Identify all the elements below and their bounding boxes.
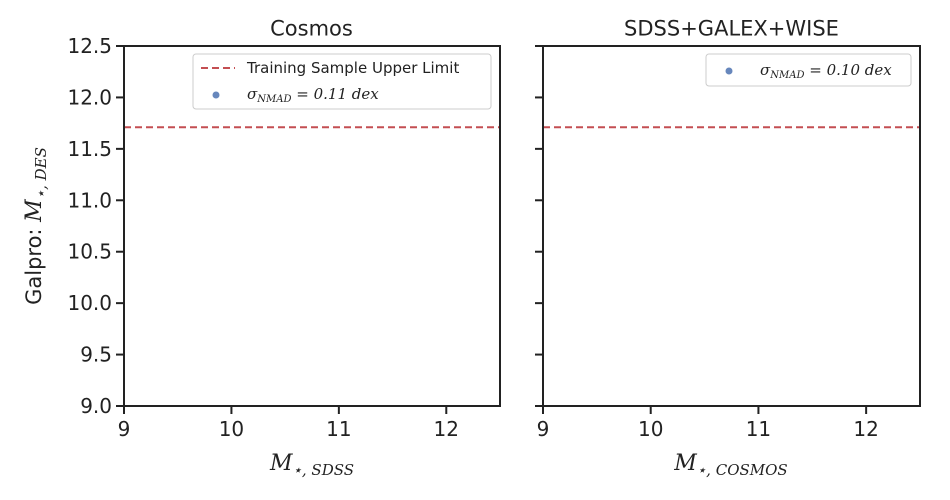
x-tick-label: 9 xyxy=(537,417,550,441)
y-axis-label: Galpro: M⋆, DES xyxy=(22,147,50,305)
axes-frame-cosmos xyxy=(123,45,501,407)
x-tick-label: 12 xyxy=(434,417,459,441)
y-tick-label: 10.5 xyxy=(67,240,112,264)
legend-box xyxy=(192,53,492,110)
legend-sdss: σNMAD = 0.10 dex xyxy=(705,53,912,87)
y-tick-label: 10.0 xyxy=(67,291,112,315)
y-tick-label: 11.5 xyxy=(67,137,112,161)
x-axis-label-cosmos: M⋆, SDSS xyxy=(269,451,354,479)
x-tick-label: 11 xyxy=(746,417,771,441)
y-tick-label: 9.0 xyxy=(80,394,112,418)
legend-marker-swatch xyxy=(212,91,220,99)
y-ticks-cosmos: 9.0 9.5 10.0 10.5 11.0 11.5 12.0 12.5 xyxy=(67,34,124,418)
y-tick-label: 12.5 xyxy=(67,34,112,58)
axes-frame-sdss xyxy=(542,45,921,407)
x-axis-label-sdss: M⋆, COSMOS xyxy=(673,451,787,479)
panel-title-sdss-galex-wise: SDSS+GALEX+WISE xyxy=(624,17,839,41)
y-tick-label: 12.0 xyxy=(67,85,112,109)
x-tick-label: 11 xyxy=(326,417,351,441)
y-tick-label: 11.0 xyxy=(67,188,112,212)
y-tick-label: 9.5 xyxy=(80,343,112,367)
legend-label-sigma: σNMAD = 0.10 dex xyxy=(760,61,892,81)
legend-label-sigma: σNMAD = 0.11 dex xyxy=(247,85,379,105)
x-ticks-cosmos: 9 10 11 12 xyxy=(118,406,459,441)
legend-marker-swatch xyxy=(725,67,733,75)
legend-box xyxy=(705,53,912,87)
x-tick-label: 10 xyxy=(219,417,244,441)
x-tick-label: 10 xyxy=(638,417,663,441)
legend-label-training-limit: Training Sample Upper Limit xyxy=(246,59,459,77)
panel-cosmos: Cosmos Galpro: M⋆, DES 9.0 9.5 10.0 10.5 11.… xyxy=(22,17,501,479)
panel-title-cosmos: Cosmos xyxy=(270,17,353,41)
x-ticks-sdss: 9 10 11 12 xyxy=(537,406,879,441)
legend-cosmos: Training Sample Upper Limit σNMAD = 0.11… xyxy=(192,53,492,110)
x-tick-label: 9 xyxy=(118,417,131,441)
panel-sdss-galex-wise: SDSS+GALEX+WISE 9 10 11 12 σNMAD = 0.10 dex… xyxy=(535,17,921,479)
y-ticks-sdss xyxy=(535,45,543,407)
x-tick-label: 12 xyxy=(853,417,878,441)
